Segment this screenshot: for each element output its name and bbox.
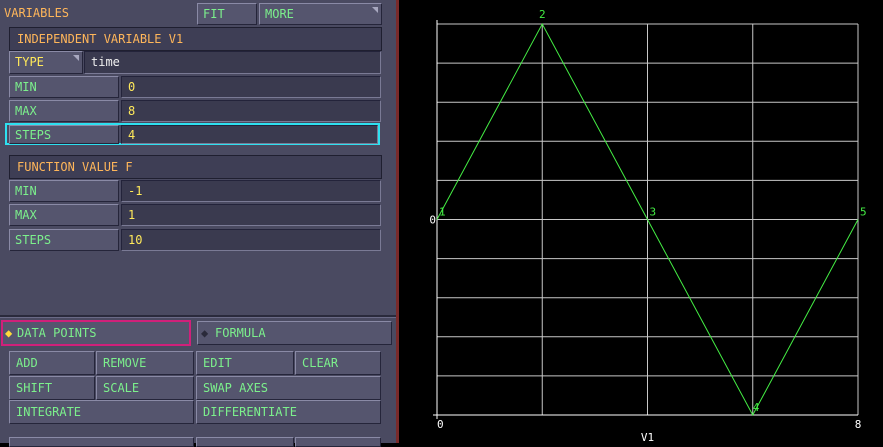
menu-corner-icon (372, 7, 378, 13)
v1-steps-label-text: STEPS (15, 128, 52, 142)
f-min-input[interactable]: -1 (121, 180, 381, 202)
v1-min-input[interactable]: 0 (121, 76, 381, 98)
v1-steps-focus-ring (5, 123, 380, 145)
swap-axes-button[interactable]: SWAP AXES (196, 376, 381, 400)
independent-variable-title: INDEPENDENT VARIABLE V1 (17, 32, 184, 46)
v1-max-label: MAX (9, 100, 119, 122)
f-steps-input[interactable]: 10 (121, 229, 381, 251)
differentiate-button-label: DIFFERENTIATE (203, 405, 297, 419)
f-max-input[interactable]: 1 (121, 204, 381, 226)
type-field[interactable]: time (84, 51, 381, 74)
data-points-radio[interactable]: ◆ DATA POINTS (1, 320, 191, 346)
panel-title: VARIABLES (4, 6, 70, 20)
swap-axes-button-label: SWAP AXES (203, 381, 269, 395)
x-tick-label: 8 (855, 418, 862, 431)
scale-button[interactable]: SCALE (96, 376, 194, 400)
v1-steps-input[interactable]: 4 (121, 125, 378, 144)
shift-button[interactable]: SHIFT (9, 376, 95, 400)
more-menu-button[interactable]: MORE (259, 3, 382, 25)
type-value: time (91, 55, 120, 69)
cutoff-button-left[interactable] (9, 437, 194, 447)
v1-min-label: MIN (9, 76, 119, 98)
add-button-label: ADD (16, 356, 38, 370)
f-steps-label: STEPS (9, 229, 119, 251)
fit-button-label: FIT (203, 7, 225, 21)
v1-max-label-text: MAX (15, 104, 37, 118)
f-max-label: MAX (9, 204, 119, 226)
function-value-title: FUNCTION VALUE F (17, 160, 133, 174)
independent-variable-header: INDEPENDENT VARIABLE V1 (9, 27, 382, 51)
data-point-label: 3 (650, 206, 657, 219)
fit-button[interactable]: FIT (197, 3, 257, 25)
plot-area[interactable]: 1 2 3 4 5 0 8 0 V1 (399, 0, 883, 443)
add-button[interactable]: ADD (9, 351, 95, 375)
menu-corner-icon (73, 55, 79, 61)
f-max-value: 1 (128, 208, 136, 222)
clear-button-label: CLEAR (302, 356, 339, 370)
unselected-diamond-icon: ◆ (201, 326, 209, 340)
v1-max-value: 8 (128, 104, 136, 118)
type-menu-button[interactable]: TYPE (9, 51, 83, 74)
more-menu-label: MORE (265, 7, 294, 21)
v1-min-value: 0 (128, 80, 136, 94)
remove-button-label: REMOVE (103, 356, 147, 370)
y-tick-label: 0 (429, 214, 436, 227)
differentiate-button[interactable]: DIFFERENTIATE (196, 400, 381, 424)
f-min-label: MIN (9, 180, 119, 202)
remove-button[interactable]: REMOVE (96, 351, 194, 375)
x-axis-label: V1 (641, 431, 654, 443)
cutoff-button-right[interactable] (295, 437, 381, 447)
f-steps-label-text: STEPS (15, 233, 52, 247)
shift-button-label: SHIFT (16, 381, 53, 395)
f-max-label-text: MAX (15, 208, 37, 222)
cutoff-button-middle[interactable] (196, 437, 294, 447)
f-min-label-text: MIN (15, 184, 37, 198)
edit-button-label: EDIT (203, 356, 232, 370)
panel-edge (396, 0, 399, 443)
clear-button[interactable]: CLEAR (295, 351, 381, 375)
function-plot[interactable]: 1 2 3 4 5 0 8 0 V1 (399, 0, 883, 443)
f-steps-value: 10 (128, 233, 143, 247)
type-label: TYPE (15, 55, 44, 69)
v1-max-input[interactable]: 8 (121, 100, 381, 122)
data-point-label: 1 (439, 206, 446, 219)
integrate-button-label: INTEGRATE (16, 405, 82, 419)
v1-steps-label: STEPS (9, 125, 119, 144)
scale-button-label: SCALE (103, 381, 140, 395)
f-min-value: -1 (128, 184, 143, 198)
formula-label: FORMULA (215, 326, 266, 340)
data-points-label: DATA POINTS (17, 326, 97, 340)
formula-radio[interactable]: ◆ FORMULA (197, 321, 392, 345)
integrate-button[interactable]: INTEGRATE (9, 400, 194, 424)
selected-diamond-icon: ◆ (5, 326, 13, 340)
x-tick-label: 0 (437, 418, 444, 431)
data-series-line (436, 22, 859, 417)
v1-min-label-text: MIN (15, 80, 37, 94)
data-point-label: 5 (860, 206, 867, 219)
data-point-label: 4 (753, 401, 760, 414)
v1-steps-value: 4 (128, 128, 136, 142)
variables-panel: VARIABLES FIT MORE INDEPENDENT VARIABLE … (0, 0, 397, 447)
function-value-header: FUNCTION VALUE F (9, 155, 382, 179)
section-divider (0, 315, 396, 318)
edit-button[interactable]: EDIT (196, 351, 294, 375)
data-point-label: 2 (539, 8, 546, 21)
